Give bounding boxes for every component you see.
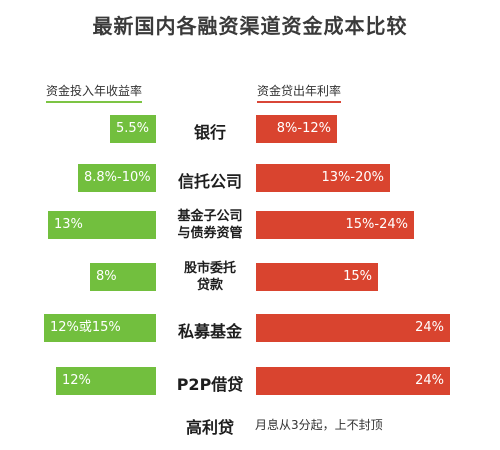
bar-green: 8.8%-10% [78,164,156,192]
bar-green: 5.5% [110,115,156,143]
bar-red: 8%-12% [256,115,337,143]
bar-green: 12% [56,367,156,395]
bar-green: 12%或15% [44,314,156,342]
category-label: P2P借贷 [176,375,244,394]
bar-red: 24% [256,314,450,342]
category-label: 基金子公司 与债券资管 [177,209,243,241]
chart-title: 最新国内各融资渠道资金成本比较 [92,14,408,38]
bar-green: 13% [48,211,156,239]
rate-note: 月息从3分起，上不封顶 [255,418,383,432]
legend-right: 资金贷出年利率 [257,82,342,103]
bar-red: 15% [256,263,378,291]
bar-red: 24% [256,367,450,395]
category-label: 私募基金 [177,322,242,341]
bar-red: 15%-24% [256,211,414,239]
bar-green: 8% [90,263,156,291]
category-label: 高利贷 [185,418,234,437]
legend-left: 资金投入年收益率 [46,82,143,103]
category-label: 银行 [193,123,226,142]
bar-red: 13%-20% [256,164,390,192]
category-label: 信托公司 [177,172,242,191]
category-label: 股市委托 贷款 [183,261,236,293]
